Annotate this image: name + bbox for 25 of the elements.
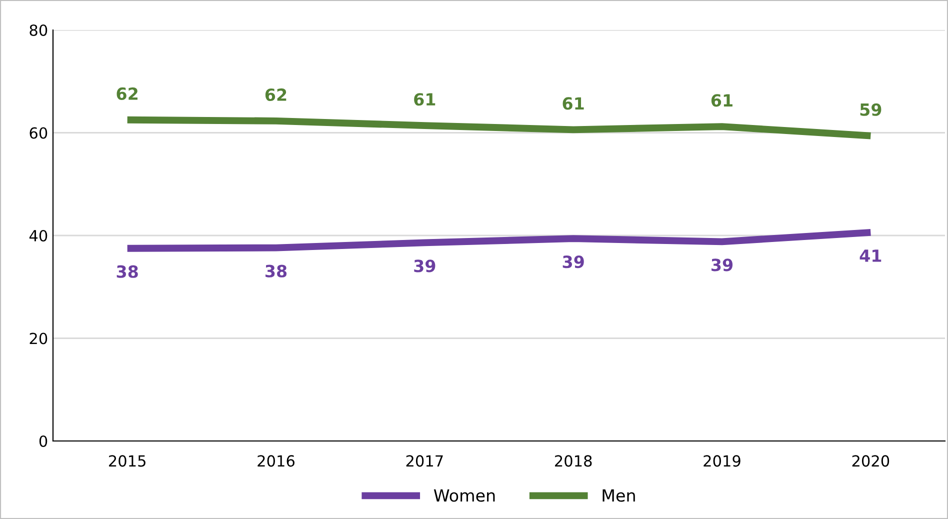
data-label: 39 [414,260,436,272]
data-label: 39 [562,256,584,268]
x-tick-label: 2017 [406,455,443,467]
data-label: 61 [414,93,436,106]
legend-label: Men [602,489,635,502]
data-label: 38 [266,264,287,278]
x-tick-label: 2020 [852,455,890,467]
y-tick-label: 60 [30,127,48,139]
y-tick-label: 40 [29,230,48,242]
data-label: 39 [712,258,733,272]
x-tick-label: 2016 [258,455,294,467]
y-tick-label: 0 [39,435,48,448]
x-tick-label: 2019 [704,455,740,467]
x-tick-label: 2018 [555,455,592,467]
y-tick-label: 20 [30,332,48,344]
data-label: 41 [860,250,882,262]
data-label: 62 [265,88,286,102]
data-label: 62 [116,87,138,100]
y-tick-label: 80 [30,24,48,36]
x-tick-label: 2015 [109,455,146,467]
data-label: 38 [116,265,138,278]
data-label: 59 [860,103,882,116]
data-label: 61 [562,97,584,110]
data-label: 61 [711,94,732,107]
legend-label: Women [434,489,495,502]
